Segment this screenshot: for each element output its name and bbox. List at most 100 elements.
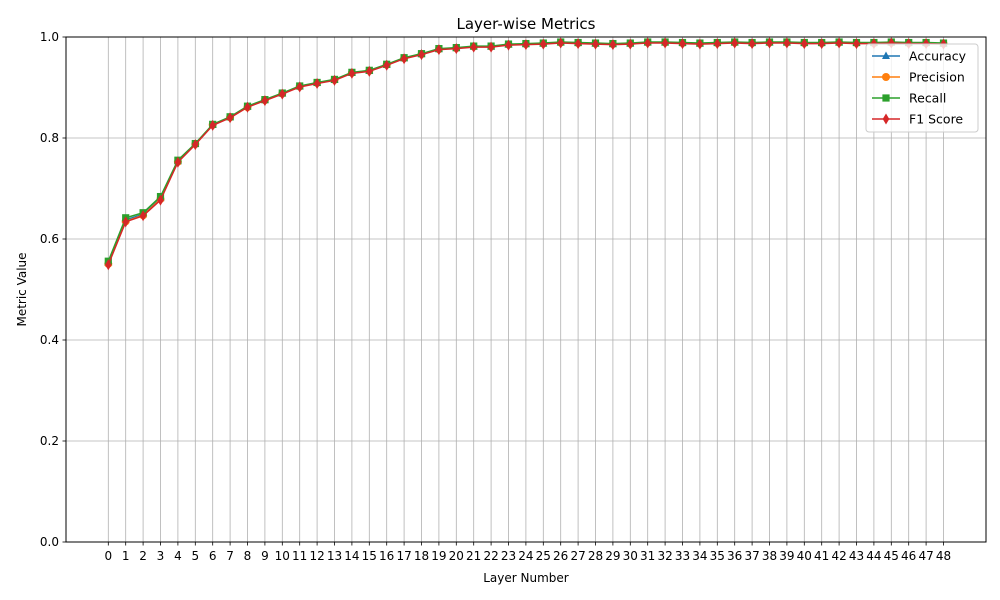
y-tick-label: 1.0	[40, 30, 59, 44]
x-tick-label: 32	[657, 549, 672, 563]
x-tick-label: 3	[157, 549, 165, 563]
data-point-f1-score	[418, 49, 425, 61]
x-tick-label: 17	[396, 549, 411, 563]
data-point-f1-score	[748, 38, 756, 50]
y-tick-label: 0.8	[40, 131, 59, 145]
x-tick-label: 34	[692, 549, 707, 563]
x-tick-label: 24	[518, 549, 533, 563]
data-point-f1-score	[383, 59, 390, 71]
data-point-f1-score	[157, 194, 164, 206]
x-tick-label: 15	[362, 549, 377, 563]
data-point-f1-score	[139, 210, 147, 222]
x-tick-label: 20	[449, 549, 464, 563]
data-point-f1-score	[679, 38, 686, 50]
data-point-f1-score	[731, 37, 738, 49]
x-tick-label: 13	[327, 549, 342, 563]
x-axis-ticks: 0 1 2 3 4 5 6 7 8 9 10 11 12 13 14 15 16 17 18 19 20 21 22 23 24…	[104, 542, 951, 563]
data-point-f1-score	[818, 38, 825, 50]
chart-title: Layer-wise Metrics	[457, 15, 596, 33]
data-point-f1-score	[174, 156, 182, 168]
x-tick-label: 28	[588, 549, 603, 563]
x-tick-label: 11	[292, 549, 307, 563]
data-point-f1-score	[105, 259, 112, 271]
data-point-f1-score	[835, 37, 843, 49]
x-tick-label: 23	[501, 549, 516, 563]
y-tick-label: 0.0	[40, 535, 59, 549]
data-point-f1-score	[661, 37, 669, 49]
x-tick-label: 26	[553, 549, 568, 563]
x-tick-label: 16	[379, 549, 394, 563]
x-tick-label: 47	[918, 549, 933, 563]
series-layer	[104, 37, 948, 271]
data-point-f1-score	[279, 88, 286, 100]
x-tick-label: 40	[797, 549, 812, 563]
x-tick-label: 36	[727, 549, 742, 563]
x-tick-label: 41	[814, 549, 829, 563]
data-point-f1-score	[296, 81, 303, 93]
data-point-f1-score	[522, 39, 530, 51]
grid-lines	[66, 36, 986, 543]
data-point-f1-score	[226, 112, 234, 124]
data-point-f1-score	[470, 41, 477, 53]
x-tick-label: 0	[104, 549, 112, 563]
x-tick-label: 29	[605, 549, 620, 563]
data-point-f1-score	[192, 139, 199, 151]
data-point-f1-score	[400, 53, 408, 65]
legend-label-precision: Precision	[909, 70, 965, 85]
x-axis-label: Layer Number	[483, 571, 569, 585]
data-point-f1-score	[122, 216, 129, 228]
data-point-f1-score	[209, 119, 216, 131]
y-tick-label: 0.2	[40, 434, 59, 448]
x-tick-label: 1	[122, 549, 130, 563]
x-tick-label: 43	[849, 549, 864, 563]
data-point-f1-score	[540, 38, 547, 50]
data-point-f1-score	[644, 37, 651, 49]
legend-box	[865, 43, 979, 133]
legend-label-recall: Recall	[909, 91, 946, 106]
data-point-f1-score	[609, 39, 617, 51]
x-tick-label: 27	[570, 549, 585, 563]
x-tick-label: 25	[536, 549, 551, 563]
legend-marker-precision	[882, 73, 890, 81]
data-point-f1-score	[331, 74, 338, 86]
x-tick-label: 48	[936, 549, 951, 563]
x-tick-label: 5	[191, 549, 199, 563]
x-tick-label: 10	[275, 549, 290, 563]
data-point-f1-score	[574, 38, 582, 50]
x-tick-label: 45	[884, 549, 899, 563]
x-tick-label: 31	[640, 549, 655, 563]
x-tick-label: 2	[139, 549, 147, 563]
x-tick-label: 12	[309, 549, 324, 563]
x-tick-label: 19	[431, 549, 446, 563]
x-tick-label: 4	[174, 549, 182, 563]
legend-label-f1-score: F1 Score	[909, 112, 963, 127]
x-tick-label: 46	[901, 549, 916, 563]
x-tick-label: 8	[244, 549, 252, 563]
legend-marker-f1-score	[882, 113, 890, 125]
data-point-f1-score	[766, 37, 773, 49]
x-tick-label: 38	[762, 549, 777, 563]
data-point-f1-score	[348, 67, 356, 79]
x-tick-label: 18	[414, 549, 429, 563]
x-tick-label: 39	[779, 549, 794, 563]
data-point-f1-score	[696, 38, 704, 50]
y-tick-label: 0.6	[40, 232, 59, 246]
y-tick-label: 0.4	[40, 333, 59, 347]
y-axis-label: Metric Value	[15, 252, 29, 326]
data-point-f1-score	[244, 101, 251, 113]
data-point-f1-score	[435, 44, 443, 56]
data-point-f1-score	[366, 65, 373, 77]
x-tick-label: 37	[744, 549, 759, 563]
x-tick-label: 22	[483, 549, 498, 563]
data-point-f1-score	[714, 38, 721, 50]
series-f1-score	[105, 37, 947, 271]
data-point-f1-score	[261, 95, 269, 107]
legend-marker-accuracy	[882, 51, 890, 59]
data-point-f1-score	[853, 38, 860, 50]
x-tick-label: 30	[623, 549, 638, 563]
x-tick-label: 35	[710, 549, 725, 563]
data-point-f1-score	[592, 38, 599, 50]
data-point-f1-score	[557, 37, 564, 49]
